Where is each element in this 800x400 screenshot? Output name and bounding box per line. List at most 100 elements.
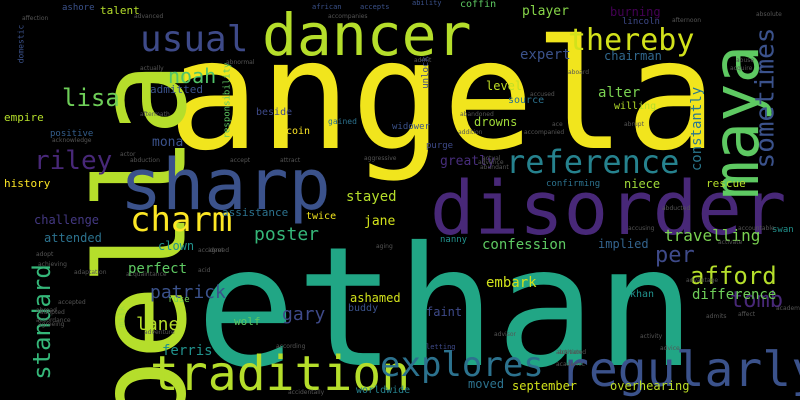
word-swan: swan — [772, 225, 794, 235]
word-domestic: domestic — [16, 24, 26, 64]
tiny-word: activated — [558, 349, 587, 356]
tiny-word: accordance — [36, 317, 71, 324]
word-implied: implied — [598, 237, 649, 251]
word-noah: noah — [168, 64, 217, 88]
tiny-word: aging — [376, 243, 393, 250]
word-widower: widower — [392, 122, 430, 132]
word-gained: gained — [328, 117, 357, 126]
word-positive: positive — [50, 129, 94, 139]
word-confirming: confirming — [546, 179, 601, 189]
word-rescue: rescue — [706, 177, 746, 190]
tiny-word: actor — [120, 151, 136, 158]
tiny-word: abduction — [130, 157, 160, 164]
tiny-word: accountable — [738, 225, 775, 232]
word-beside: beside — [256, 107, 293, 118]
tiny-word: abducted — [662, 205, 691, 212]
word-disorder: disorder — [430, 166, 787, 252]
word-purge: purge — [426, 141, 454, 151]
tiny-word: accept — [230, 157, 251, 164]
word-twice: twice — [306, 211, 337, 222]
tiny-word: abuse — [736, 57, 755, 64]
word-charm: charm — [130, 200, 233, 240]
tiny-word: agreeing — [38, 321, 65, 328]
word-drowns: drowns — [474, 115, 518, 129]
word-source: source — [508, 95, 545, 106]
word-perfect: perfect — [128, 261, 188, 277]
word-assistance: assistance — [222, 206, 289, 219]
word-moved: moved — [468, 377, 505, 391]
word-lane: lane — [136, 314, 180, 335]
word-ruse: ruse — [168, 295, 190, 305]
word-embark: embark — [486, 275, 537, 291]
tiny-word: accusing — [628, 225, 655, 232]
tiny-word: accompanied — [524, 129, 565, 136]
word-wolf: wolf — [234, 315, 261, 328]
tiny-word: abandoned — [460, 111, 494, 118]
tiny-word: according — [276, 343, 306, 350]
word-khan: khan — [630, 289, 655, 300]
word-constantly: constantly — [689, 86, 706, 172]
word-thereby: thereby — [568, 23, 695, 58]
word-tradition: tradition — [150, 346, 411, 400]
word-riley: riley — [34, 146, 113, 176]
tiny-word: advanced — [134, 13, 164, 20]
word-per: per — [655, 243, 695, 268]
word-ashamed: ashamed — [350, 291, 401, 305]
word-poster: poster — [254, 224, 320, 245]
tiny-word: afternoon — [672, 17, 702, 24]
word-confession: confession — [482, 237, 567, 253]
word-difference: difference — [692, 287, 777, 303]
word-ability: ability — [412, 0, 442, 7]
tiny-word: accident — [198, 247, 224, 254]
tiny-word: adopted — [40, 309, 65, 316]
word-greatly: greatly — [440, 154, 495, 169]
word-buddy: buddy — [348, 303, 379, 314]
tiny-word: activity — [640, 333, 663, 340]
tiny-word: academy — [776, 305, 800, 312]
word-letting: letting — [426, 343, 456, 351]
word-african: african — [312, 3, 342, 11]
word-chairman: chairman — [604, 49, 662, 63]
word-ferris: ferris — [162, 343, 213, 359]
tiny-word: accompanies — [328, 13, 368, 20]
word-coffin: coffin — [460, 0, 497, 10]
word-patrick: patrick — [150, 282, 226, 303]
tiny-word: aggressive — [364, 155, 397, 162]
tiny-word: affection — [22, 15, 49, 22]
word-clown: clown — [158, 239, 195, 253]
word-explores: explores — [380, 345, 544, 385]
word-responsibility: responsibility — [222, 62, 233, 139]
word-challenge: challenge — [34, 213, 100, 227]
tiny-word: actual — [482, 155, 501, 162]
word-sharp: sharp — [120, 144, 331, 226]
tiny-word: acquire — [730, 65, 753, 72]
tiny-word: aftermath — [140, 111, 170, 118]
word-coin: coin — [286, 126, 311, 137]
tiny-word: accidentally — [288, 389, 325, 396]
word-alter: alter — [598, 85, 641, 101]
tiny-word: agreed — [208, 247, 230, 254]
tiny-word: attract — [280, 157, 301, 164]
word-travelling: travelling — [664, 226, 761, 245]
tiny-word: abundant — [480, 164, 509, 171]
tiny-word: achieving — [38, 261, 67, 268]
word-history: history — [4, 177, 51, 190]
tiny-word: adopt — [36, 251, 54, 258]
word-burning: burning — [610, 5, 661, 19]
tiny-word: advantage — [686, 277, 719, 284]
tiny-word: accused — [530, 91, 555, 98]
tiny-word: advice — [660, 345, 680, 352]
word-angela: angela — [168, 7, 718, 184]
tiny-word: actually — [140, 65, 164, 72]
tiny-word: adaptation — [74, 269, 107, 276]
tiny-word: acknowledge — [52, 137, 92, 144]
word-admitted: admitted — [150, 83, 203, 96]
tiny-word: ace — [552, 121, 563, 128]
word-niece: niece — [624, 177, 661, 191]
word-tomb: tomb — [730, 288, 783, 313]
tiny-word: abroad — [36, 307, 57, 314]
word-mona: mona — [152, 135, 184, 150]
word-stayed: stayed — [346, 189, 397, 205]
word-accepts: accepts — [360, 3, 390, 11]
